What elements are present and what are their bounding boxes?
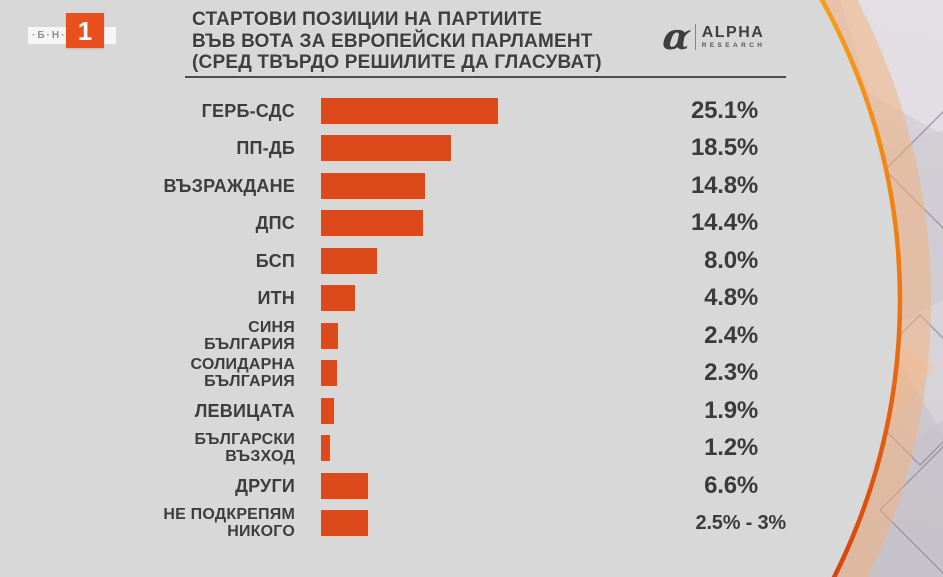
party-label: СОЛИДАРНА БЪЛГАРИЯ: [190, 356, 295, 391]
logo-divider: [694, 24, 696, 50]
bar: [321, 510, 368, 537]
bar: [321, 322, 338, 349]
party-label: ЛЕВИЦАТА: [194, 400, 295, 421]
bnt-logo-text: ·Б·Н·Т·: [32, 30, 80, 41]
chart-row: БСП 8.0%: [0, 242, 800, 280]
alpha-research-logo: α ALPHA RESEARCH: [660, 16, 766, 58]
party-label: БСП: [255, 250, 295, 271]
party-label: БЪЛГАРСКИ ВЪЗХОД: [194, 431, 295, 466]
party-label: ВЪЗРАЖДАНЕ: [163, 175, 295, 196]
alpha-logo-name: ALPHA: [701, 24, 765, 41]
value-label: 1.9%: [704, 396, 758, 424]
chart-row: НЕ ПОДКРЕПЯМ НИКОГО 2.5% - 3%: [0, 505, 800, 543]
bar: [321, 285, 355, 312]
chart-rows: ГЕРБ-СДС 25.1% ПП-ДБ 18.5% ВЪЗРАЖДАНЕ 14.8% ДП…: [0, 92, 800, 542]
value-label: 6.6%: [704, 471, 758, 499]
bar: [321, 435, 330, 462]
bar: [321, 210, 423, 237]
bnt-channel-logo: ·Б·Н·Т· 1: [28, 13, 118, 49]
accent-arc: [819, 0, 903, 577]
value-label: 14.4%: [690, 209, 758, 237]
title-line-2: ВЪВ ВОТА ЗА ЕВРОПЕЙСКИ ПАРЛАМЕНТ: [192, 30, 593, 52]
bar: [321, 97, 498, 124]
chart-row: ДПС 14.4%: [0, 205, 800, 243]
bar: [321, 172, 426, 199]
chart-row: ИТН 4.8%: [0, 280, 800, 318]
alpha-logo-subtitle: RESEARCH: [701, 42, 766, 49]
title-line-1: СТАРТОВИ ПОЗИЦИИ НА ПАРТИИТЕ: [192, 9, 543, 30]
chart-row: ДРУГИ 6.6%: [0, 467, 800, 505]
bar: [321, 135, 452, 162]
value-label: 2.3%: [704, 359, 758, 387]
value-label: 18.5%: [690, 134, 758, 162]
chart-row: СОЛИДАРНА БЪЛГАРИЯ 2.3%: [0, 355, 800, 393]
party-label: ГЕРБ-СДС: [201, 100, 295, 121]
value-label: 4.8%: [704, 284, 758, 312]
party-label: ПП-ДБ: [236, 138, 295, 159]
party-label: СИНЯ БЪЛГАРИЯ: [204, 318, 295, 353]
chart-row: ПП-ДБ 18.5%: [0, 130, 800, 168]
bar: [321, 360, 338, 387]
title-line-3: (СРЕД ТВЪРДО РЕШИЛИТЕ ДА ГЛАСУВАТ): [192, 52, 602, 73]
chart-title: СТАРТОВИ ПОЗИЦИИ НА ПАРТИИТЕ ВЪВ ВОТА ЗА…: [192, 9, 602, 74]
value-label: 14.8%: [690, 171, 758, 199]
bnt-one-number: 1: [77, 15, 93, 46]
party-label: ДРУГИ: [235, 475, 295, 496]
bnt-one-badge: 1: [66, 13, 104, 48]
party-label: ДПС: [255, 213, 295, 234]
chart-row: ЛЕВИЦАТА 1.9%: [0, 392, 800, 430]
value-label: 8.0%: [704, 246, 758, 274]
chart-row: СИНЯ БЪЛГАРИЯ 2.4%: [0, 317, 800, 355]
chart-row: ГЕРБ-СДС 25.1%: [0, 92, 800, 130]
alpha-glyph-icon: α: [660, 16, 694, 58]
bar: [321, 472, 368, 499]
chart-row: ВЪЗРАЖДАНЕ 14.8%: [0, 167, 800, 205]
value-label: 25.1%: [690, 96, 758, 124]
party-label: ИТН: [257, 288, 295, 309]
party-label: НЕ ПОДКРЕПЯМ НИКОГО: [163, 506, 295, 541]
bar: [321, 397, 335, 424]
value-label: 2.4%: [704, 321, 758, 349]
title-underline: [185, 76, 786, 78]
bar: [321, 247, 378, 274]
alpha-logo-text: ALPHA RESEARCH: [701, 24, 766, 50]
value-label: 1.2%: [704, 434, 758, 462]
peach-band: [823, 0, 931, 577]
chart-row: БЪЛГАРСКИ ВЪЗХОД 1.2%: [0, 430, 800, 468]
value-label: 2.5% - 3%: [695, 511, 787, 534]
